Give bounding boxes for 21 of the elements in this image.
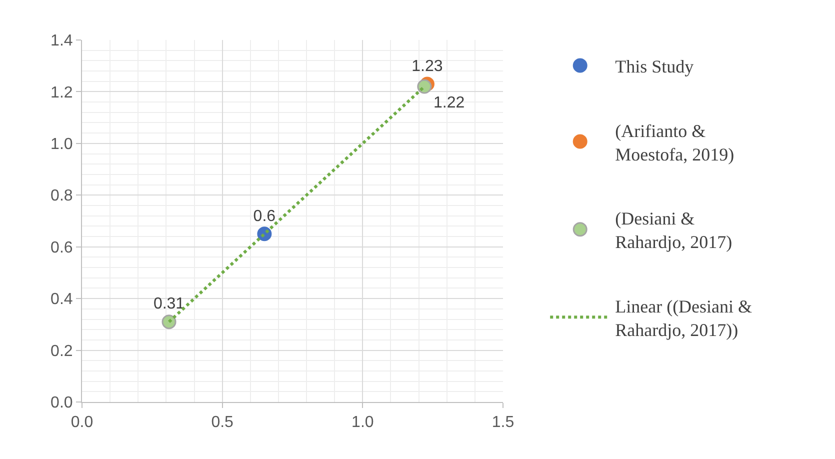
data-label: 0.31: [153, 296, 185, 313]
y-tick-label: 1.4: [50, 32, 73, 50]
y-tick-label: 0.6: [50, 239, 73, 256]
y-tick-label: 0.2: [50, 342, 73, 360]
data-label: 1.23: [412, 58, 443, 75]
legend-label: Linear ((Desiani & Rahardjo, 2017)): [615, 296, 752, 340]
y-tick-label: 0.0: [50, 394, 73, 412]
point: [162, 314, 176, 330]
legend-label: (Desiani & Rahardjo, 2017): [615, 208, 732, 252]
legend-label: This Study: [615, 56, 694, 76]
y-tick-label: 0.4: [50, 291, 73, 308]
data-label: 1.22: [434, 94, 465, 112]
data-label: 0.6: [253, 208, 276, 225]
x-tick-label: 1.0: [352, 414, 374, 432]
y-tick-label: 1.0: [50, 136, 73, 154]
x-tick-label: 0.0: [70, 414, 94, 432]
x-tick-label: 0.5: [211, 414, 234, 432]
y-tick-label: 1.2: [50, 84, 73, 102]
x-tick-label: 1.5: [492, 414, 514, 432]
legend-label: (Arifianto & Moestofa, 2019): [615, 120, 734, 164]
y-tick-label: 0.8: [50, 188, 73, 205]
